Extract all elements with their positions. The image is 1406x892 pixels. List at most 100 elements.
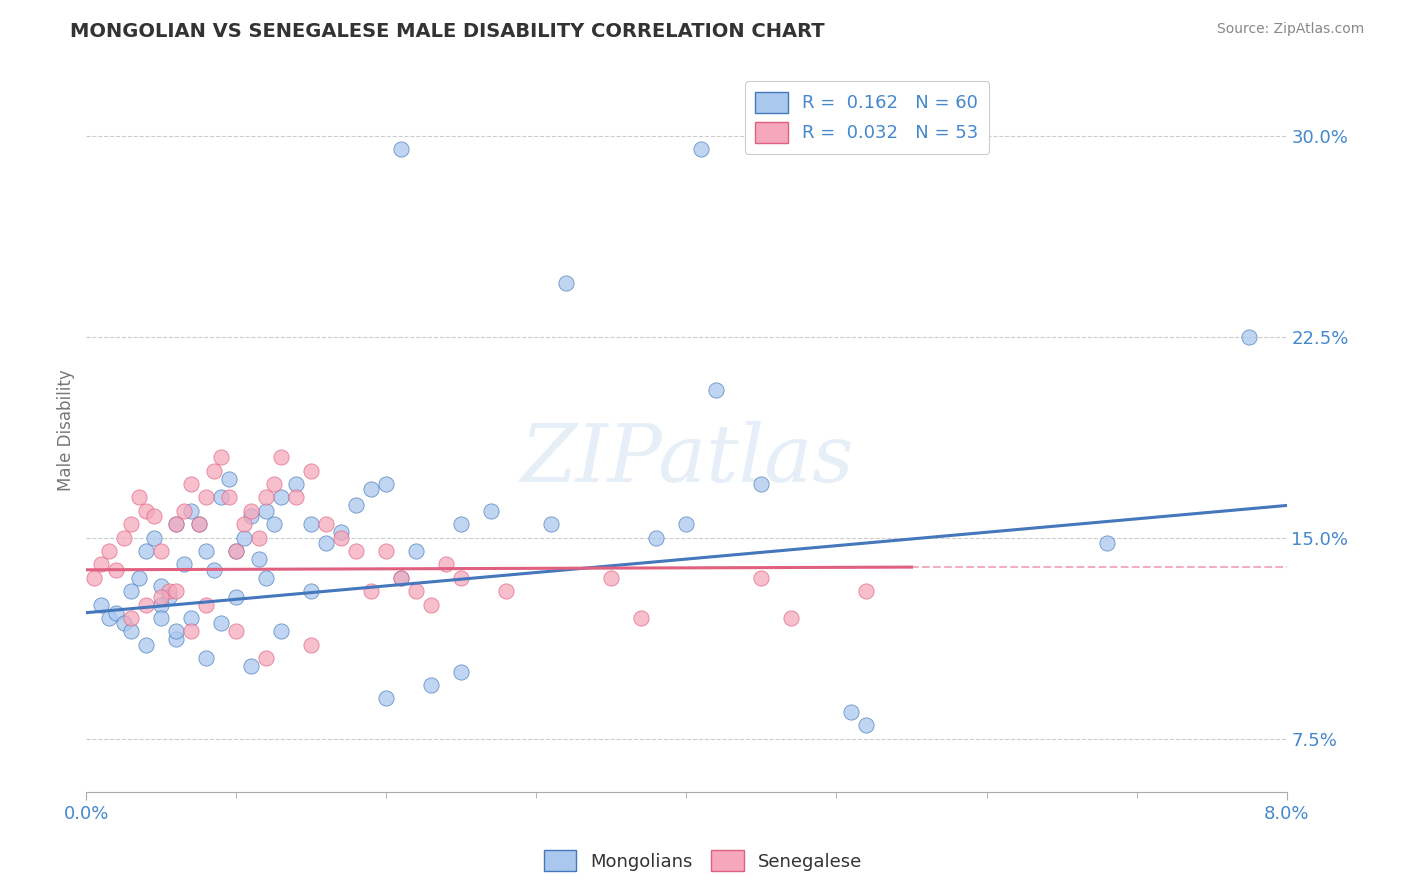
Point — [690, 142, 713, 156]
Legend: Mongolians, Senegalese: Mongolians, Senegalese — [537, 843, 869, 879]
Point — [135, 544, 157, 558]
Point — [142, 531, 165, 545]
Point — [97, 544, 120, 558]
Point — [135, 598, 157, 612]
Point — [150, 579, 173, 593]
Point — [263, 477, 285, 491]
Point — [150, 544, 173, 558]
Point — [375, 477, 398, 491]
Point — [405, 584, 427, 599]
Point — [218, 491, 240, 505]
Point — [405, 544, 427, 558]
Point — [180, 611, 202, 625]
Point — [165, 517, 187, 532]
Point — [225, 544, 247, 558]
Point — [97, 611, 120, 625]
Point — [270, 450, 292, 465]
Point — [450, 571, 472, 585]
Point — [247, 552, 270, 566]
Point — [120, 584, 142, 599]
Point — [645, 531, 668, 545]
Point — [270, 624, 292, 639]
Point — [375, 544, 398, 558]
Point — [157, 584, 180, 599]
Point — [112, 531, 135, 545]
Point — [706, 383, 728, 397]
Text: MONGOLIAN VS SENEGALESE MALE DISABILITY CORRELATION CHART: MONGOLIAN VS SENEGALESE MALE DISABILITY … — [70, 22, 825, 41]
Point — [90, 598, 112, 612]
Point — [150, 611, 173, 625]
Point — [180, 624, 202, 639]
Point — [360, 483, 382, 497]
Point — [202, 464, 225, 478]
Point — [225, 590, 247, 604]
Point — [389, 142, 412, 156]
Point — [120, 611, 142, 625]
Point — [120, 624, 142, 639]
Point — [173, 558, 195, 572]
Point — [600, 571, 623, 585]
Point — [855, 718, 877, 732]
Point — [344, 499, 367, 513]
Point — [202, 563, 225, 577]
Point — [165, 624, 187, 639]
Point — [375, 691, 398, 706]
Point — [389, 571, 412, 585]
Point — [225, 624, 247, 639]
Point — [135, 638, 157, 652]
Point — [165, 632, 187, 647]
Point — [254, 571, 277, 585]
Point — [344, 544, 367, 558]
Point — [540, 517, 562, 532]
Point — [495, 584, 517, 599]
Point — [299, 584, 322, 599]
Point — [285, 491, 308, 505]
Point — [285, 477, 308, 491]
Point — [254, 651, 277, 665]
Point — [90, 558, 112, 572]
Point — [135, 504, 157, 518]
Text: ZIPatlas: ZIPatlas — [520, 421, 853, 498]
Point — [120, 517, 142, 532]
Point — [187, 517, 209, 532]
Point — [555, 276, 578, 290]
Point — [209, 491, 232, 505]
Point — [165, 584, 187, 599]
Point — [225, 544, 247, 558]
Point — [128, 571, 150, 585]
Point — [254, 491, 277, 505]
Point — [315, 517, 337, 532]
Point — [142, 509, 165, 524]
Point — [105, 563, 128, 577]
Point — [751, 477, 773, 491]
Point — [479, 504, 502, 518]
Point — [173, 504, 195, 518]
Point — [195, 544, 218, 558]
Point — [209, 450, 232, 465]
Point — [299, 638, 322, 652]
Point — [254, 504, 277, 518]
Point — [270, 491, 292, 505]
Point — [157, 590, 180, 604]
Point — [1095, 536, 1118, 550]
Point — [299, 464, 322, 478]
Point — [240, 659, 263, 673]
Point — [751, 571, 773, 585]
Point — [209, 616, 232, 631]
Point — [630, 611, 652, 625]
Point — [232, 517, 254, 532]
Point — [247, 531, 270, 545]
Point — [315, 536, 337, 550]
Point — [263, 517, 285, 532]
Point — [360, 584, 382, 599]
Point — [330, 531, 353, 545]
Point — [232, 531, 254, 545]
Point — [195, 598, 218, 612]
Text: Source: ZipAtlas.com: Source: ZipAtlas.com — [1216, 22, 1364, 37]
Point — [180, 477, 202, 491]
Point — [434, 558, 457, 572]
Point — [112, 616, 135, 631]
Point — [450, 517, 472, 532]
Point — [675, 517, 697, 532]
Y-axis label: Male Disability: Male Disability — [58, 369, 75, 491]
